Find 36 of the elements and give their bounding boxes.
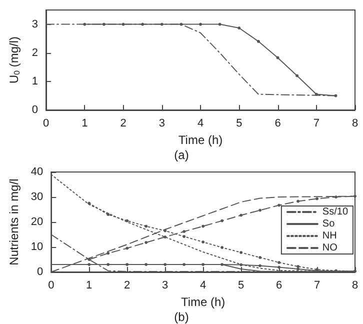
x-tick-label: 5	[236, 118, 242, 130]
y-tick-label: 2	[32, 46, 38, 59]
x-tick-label: 7	[314, 280, 320, 292]
x-tick-label: 2	[120, 118, 126, 130]
legend-label: NO	[322, 242, 338, 254]
y-tick-label: 0	[37, 266, 44, 278]
y-tick-label: 20	[30, 216, 44, 228]
x-tick-label: 1	[86, 280, 92, 292]
x-tick-label: 3	[158, 118, 165, 130]
x-tick-label: 2	[124, 280, 130, 292]
text: (a)	[174, 148, 189, 162]
legend-label: So	[322, 218, 336, 230]
y-tick-label: 10	[30, 241, 44, 253]
y-tick-label: 40	[30, 166, 44, 178]
text: (b)	[174, 310, 189, 324]
y-axis-title: Nutrients in mg/l	[7, 178, 21, 266]
x-tick-label: 0	[48, 280, 54, 292]
x-tick-label: 6	[276, 280, 282, 292]
x-axis-title: Time (h)	[178, 132, 223, 147]
legend-label: Ss/10	[322, 206, 348, 218]
x-tick-label: 4	[197, 118, 204, 130]
legend-label: NH	[322, 230, 337, 242]
x-tick-label: 5	[238, 280, 244, 292]
x-tick-label: 7	[313, 118, 320, 130]
x-tick-label: 3	[162, 280, 168, 292]
y-tick-label: 3	[32, 18, 38, 30]
x-tick-label: 4	[200, 280, 206, 292]
y-axis-title: U0 (mg/l)	[7, 36, 22, 84]
y-tick-label: 30	[30, 191, 44, 203]
x-axis-title: Time (h)	[180, 294, 226, 309]
x-tick-label: 1	[82, 118, 88, 130]
y-tick-label: 0	[32, 104, 38, 116]
x-tick-label: 8	[352, 118, 358, 130]
y-tick-label: 1	[32, 75, 38, 88]
x-tick-label: 6	[274, 118, 281, 130]
x-tick-label: 8	[352, 280, 358, 292]
